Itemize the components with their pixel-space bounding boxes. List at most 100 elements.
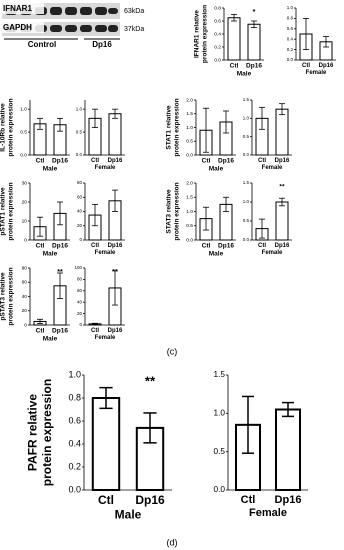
y-tick-label: 1.0 xyxy=(68,369,81,379)
y-tick-label: 0.8 xyxy=(214,5,221,11)
blot-group: Dp16 xyxy=(92,40,112,49)
y-tick-label: 10 xyxy=(22,218,28,224)
x-tick-label: Ctl xyxy=(91,158,99,164)
group-label: Male xyxy=(43,165,58,172)
panel-label: (d) xyxy=(167,537,178,547)
y-tick-label: 1.0 xyxy=(243,199,250,204)
western-blot: IFNAR1 GAPDH 63kDa 37kDa Control Dp16 xyxy=(0,2,144,49)
error-bar xyxy=(303,17,309,50)
y-axis-label: STAT1 relativeprotein expression xyxy=(165,98,180,156)
error-bar xyxy=(92,203,98,227)
significance: ** xyxy=(145,374,156,389)
bar xyxy=(275,108,289,156)
group-label: Female xyxy=(262,250,283,256)
y-tick-label: 0.0 xyxy=(186,237,193,243)
y-tick-label: 80 xyxy=(77,180,83,185)
error-bar xyxy=(57,272,63,300)
error-bar xyxy=(57,117,63,132)
x-tick-label: Dp16 xyxy=(246,63,262,70)
y-tick-label: 0.5 xyxy=(214,447,226,456)
y-tick-label: 60 xyxy=(77,288,83,293)
y-tick-label: 0.5 xyxy=(76,129,83,134)
x-tick-label: Dp16 xyxy=(319,63,334,69)
y-tick-label: 0 xyxy=(79,322,82,327)
bar xyxy=(227,17,241,61)
y-tick-label: 40 xyxy=(77,299,83,304)
error-bar xyxy=(37,117,43,130)
x-tick-label: Dp16 xyxy=(275,494,302,506)
x-tick-label: Dp16 xyxy=(218,158,234,165)
x-tick-label: Dp16 xyxy=(52,243,68,250)
error-bar xyxy=(279,103,285,116)
y-tick-label: 1.5 xyxy=(243,97,250,102)
group-label: Female xyxy=(95,250,116,256)
group-label: Female xyxy=(95,165,116,171)
error-bar xyxy=(57,201,63,226)
y-tick-label: 1.5 xyxy=(186,111,193,117)
y-tick-label: 1.0 xyxy=(287,5,294,10)
error-bar xyxy=(112,270,118,306)
y-axis-label: IFNAR1 relativeprotein expression xyxy=(193,5,208,63)
y-tick-label: 0.6 xyxy=(68,415,81,425)
y-tick-label: 0 xyxy=(24,322,27,328)
y-tick-label: 0.0 xyxy=(20,152,27,158)
y-tick-label: 40 xyxy=(77,209,83,214)
significance: ** xyxy=(57,268,63,276)
x-tick-label: Ctl xyxy=(258,158,266,164)
y-tick-label: 0 xyxy=(24,237,27,243)
error-bar xyxy=(143,412,157,444)
group-label: Male xyxy=(43,250,58,257)
y-tick-label: 30 xyxy=(22,180,28,186)
error-bar xyxy=(259,106,265,130)
x-tick-label: Ctl xyxy=(202,158,211,165)
x-tick-label: Ctl xyxy=(302,63,310,69)
y-axis-label: STAT3 relativeprotein expression xyxy=(165,182,180,240)
y-tick-label: 0.8 xyxy=(287,16,294,21)
x-tick-label: Dp16 xyxy=(108,328,123,334)
x-tick-label: Dp16 xyxy=(108,158,123,164)
group-label: Male xyxy=(209,165,224,172)
x-tick-label: Ctl xyxy=(230,63,239,70)
y-tick-label: 20 xyxy=(77,223,83,228)
y-tick-label: 0.4 xyxy=(68,438,81,448)
y-tick-label: 0.2 xyxy=(287,47,294,52)
y-tick-label: 0.6 xyxy=(214,18,221,24)
blot-size: 63kDa xyxy=(124,8,144,15)
error-bar xyxy=(242,395,254,454)
error-bar xyxy=(112,189,118,212)
group-label: Female xyxy=(306,70,327,76)
y-tick-label: 20 xyxy=(22,308,28,314)
y-tick-label: 0.4 xyxy=(214,31,221,37)
y-tick-label: 2.0 xyxy=(186,97,193,103)
y-tick-label: 60 xyxy=(77,194,83,199)
x-tick-label: Ctl xyxy=(91,243,99,249)
y-tick-label: 0.5 xyxy=(20,129,27,135)
y-tick-label: 1.0 xyxy=(243,116,250,121)
y-tick-label: 1.5 xyxy=(186,195,193,201)
y-tick-label: 0.0 xyxy=(214,485,226,494)
error-bar xyxy=(37,216,43,237)
group-label: Male xyxy=(43,335,58,342)
y-tick-label: 0.4 xyxy=(287,36,294,41)
y-tick-label: 0.6 xyxy=(287,26,294,31)
group-label: Female xyxy=(249,507,287,519)
group-label: Male xyxy=(115,507,142,521)
y-tick-label: 80 xyxy=(22,265,28,271)
error-bar xyxy=(279,197,285,207)
y-tick-label: 0.5 xyxy=(186,139,193,145)
y-tick-label: 0.0 xyxy=(76,152,83,157)
x-tick-label: Ctl xyxy=(98,493,114,507)
x-tick-label: Ctl xyxy=(241,494,256,506)
error-bar xyxy=(203,206,209,231)
